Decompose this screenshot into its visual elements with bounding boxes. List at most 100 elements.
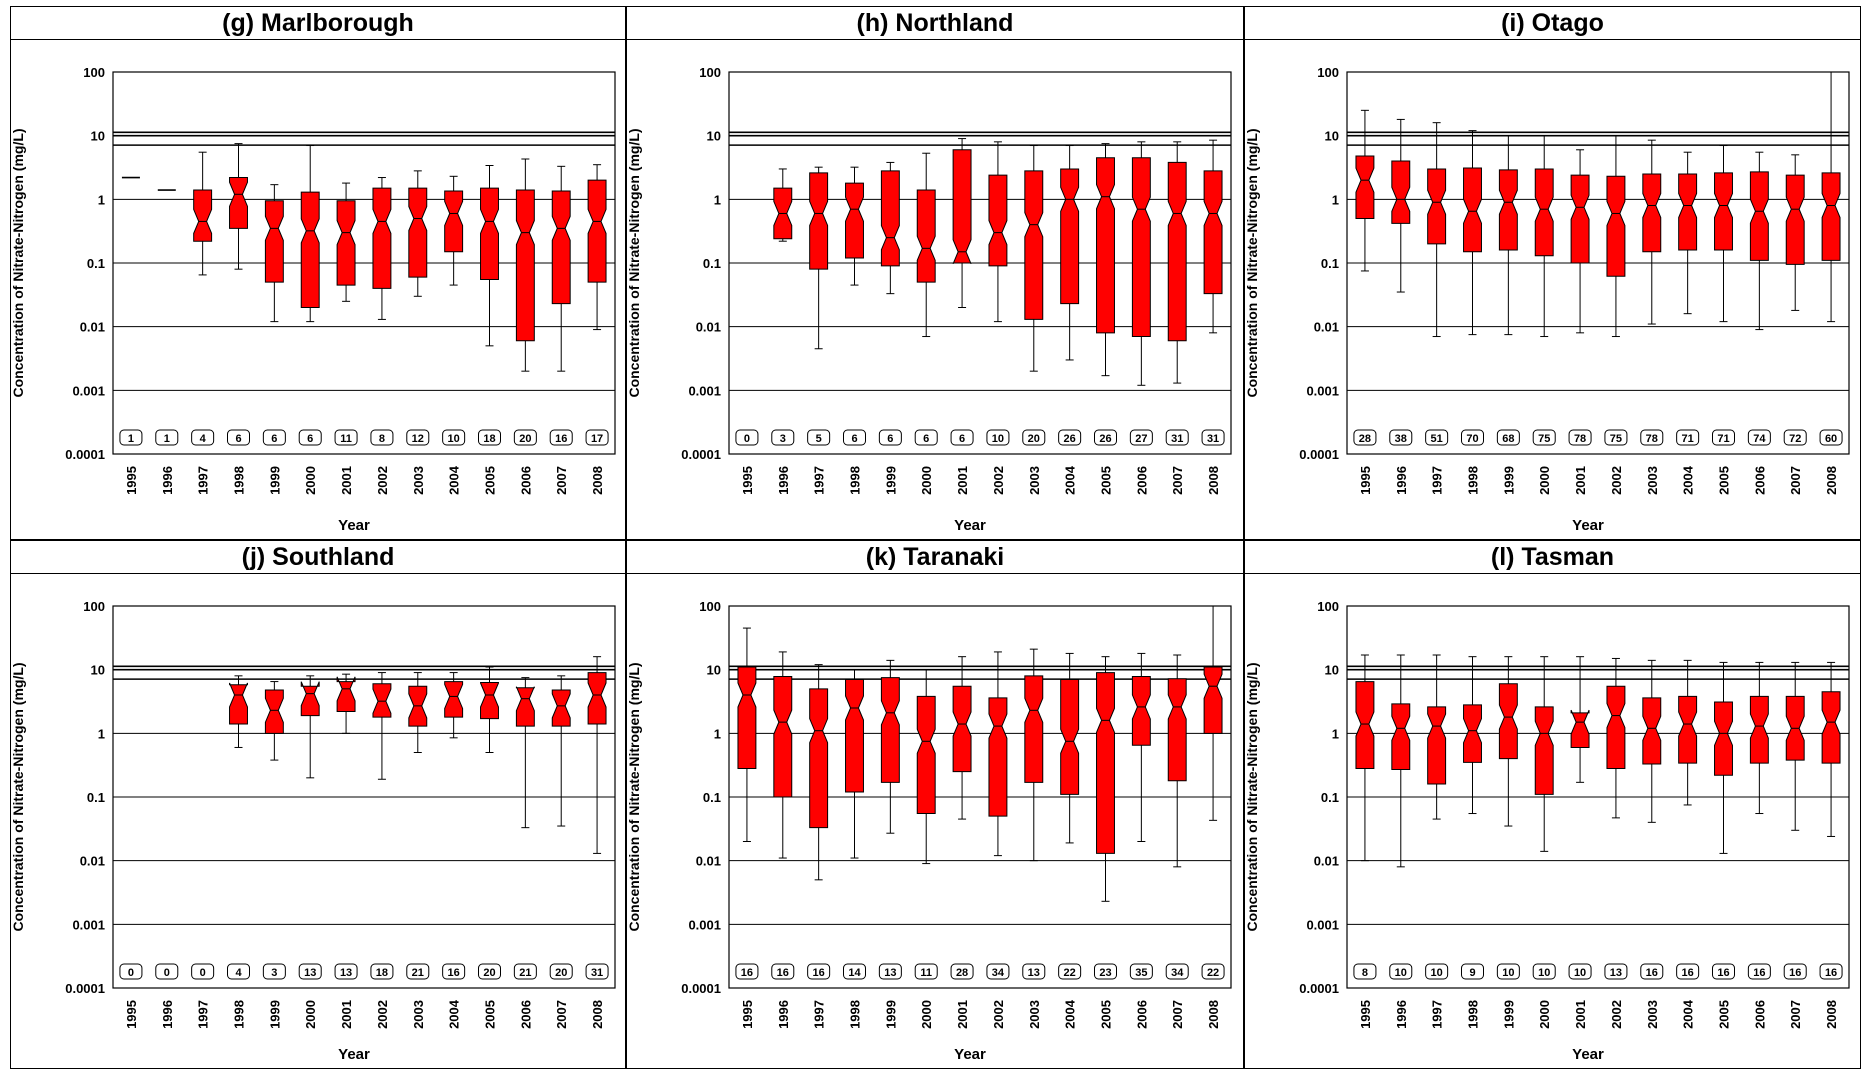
count-label: 3 <box>271 967 277 979</box>
y-tick-label: 0.0001 <box>65 981 105 996</box>
x-tick-label: 1998 <box>848 466 863 495</box>
y-tick-label: 0.001 <box>1306 917 1339 932</box>
count-badge <box>1094 963 1117 980</box>
x-tick-label: 1995 <box>1358 1000 1373 1029</box>
chart-title: (l) Tasman <box>1245 541 1860 574</box>
count-label: 60 <box>1825 433 1837 445</box>
x-tick-label: 2007 <box>554 466 569 495</box>
box <box>1570 174 1590 264</box>
count-badge <box>298 429 322 446</box>
count-label: 28 <box>956 967 968 979</box>
x-tick-label: 2006 <box>518 1000 533 1029</box>
x-tick-label: 2001 <box>1573 1000 1588 1029</box>
box <box>515 686 535 727</box>
count-label: 16 <box>1646 967 1658 979</box>
count-label: 22 <box>1207 967 1219 979</box>
x-tick-label: 2002 <box>991 466 1006 495</box>
box <box>1355 681 1375 770</box>
x-tick-label: 1995 <box>124 1000 139 1029</box>
count-label: 10 <box>1395 967 1407 979</box>
count-label: 16 <box>555 433 567 445</box>
box <box>480 681 499 720</box>
count-badge <box>735 963 759 980</box>
x-tick-label: 1995 <box>124 466 139 495</box>
box <box>1821 691 1841 764</box>
count-badge <box>1604 963 1628 980</box>
x-tick-label: 1997 <box>812 466 827 495</box>
chart-svg: 100 10 1 0.1 0.01 0.001 0.0001 0 1995 3 1996 5 1997 6… <box>627 65 1232 534</box>
box <box>916 695 936 815</box>
x-tick-label: 2008 <box>590 466 605 495</box>
count-label: 6 <box>271 433 277 445</box>
count-label: 13 <box>884 967 896 979</box>
box <box>1749 171 1769 261</box>
x-tick-label: 2004 <box>1063 999 1078 1029</box>
y-tick-label: 1 <box>1332 726 1339 741</box>
count-badge <box>1712 963 1735 980</box>
count-badge <box>1532 429 1556 446</box>
box <box>1714 701 1733 776</box>
y-tick-label: 100 <box>699 599 721 614</box>
count-badge <box>549 963 573 980</box>
x-tick-label: 2006 <box>518 466 533 495</box>
count-badge <box>1747 963 1771 980</box>
x-tick-label: 1999 <box>883 466 898 495</box>
y-axis-label: Concentration of Nitrate-Nitrogen (mg/L) <box>627 128 642 397</box>
x-tick-label: 2006 <box>1752 1000 1767 1029</box>
box <box>336 676 356 713</box>
chart-svg: 100 10 1 0.1 0.01 0.001 0.0001 28 1995 38 1996 51 19… <box>1245 65 1850 534</box>
x-tick-label: 1996 <box>776 1000 791 1029</box>
x-tick-label: 2004 <box>1063 465 1078 495</box>
box <box>300 191 320 309</box>
count-badge <box>1676 963 1700 980</box>
y-tick-label: 0.01 <box>696 320 721 335</box>
count-badge <box>370 963 394 980</box>
y-tick-label: 0.0001 <box>65 447 105 462</box>
chart-panel: (l) Tasman 100 10 1 0.1 0.01 0.001 0.0001 8 1995 1… <box>1244 540 1861 1069</box>
x-tick-label: 2002 <box>991 1000 1006 1029</box>
box <box>1203 170 1223 295</box>
x-tick-label: 2006 <box>1752 466 1767 495</box>
chart-svg: 100 10 1 0.1 0.01 0.001 0.0001 8 1995 10 1996 10 199… <box>1245 599 1850 1063</box>
count-badge <box>478 963 501 980</box>
count-badge <box>843 429 866 446</box>
count-badge <box>549 429 573 446</box>
count-label: 5 <box>816 433 822 445</box>
count-label: 4 <box>200 433 207 445</box>
box <box>1427 706 1447 785</box>
count-label: 31 <box>591 967 603 979</box>
count-badge <box>1783 963 1807 980</box>
count-label: 11 <box>920 967 932 979</box>
x-tick-label: 1998 <box>1466 1000 1481 1029</box>
count-badge <box>1353 429 1377 446</box>
count-badge <box>1747 429 1771 446</box>
count-badge <box>1129 963 1153 980</box>
x-axis-label: Year <box>338 1046 370 1063</box>
count-badge <box>262 963 286 980</box>
x-tick-label: 2006 <box>1134 466 1149 495</box>
x-tick-label: 2002 <box>1609 466 1624 495</box>
y-tick-label: 0.0001 <box>1299 981 1339 996</box>
box <box>880 677 900 783</box>
y-tick-label: 100 <box>83 65 105 80</box>
box <box>1167 161 1187 342</box>
count-badge <box>370 429 394 446</box>
box <box>1606 175 1626 277</box>
box <box>1534 168 1554 257</box>
x-axis-label: Year <box>1572 517 1604 534</box>
count-label: 13 <box>340 967 352 979</box>
count-label: 10 <box>1538 967 1550 979</box>
count-label: 8 <box>1362 967 1368 979</box>
x-tick-label: 2008 <box>1206 466 1221 495</box>
count-label: 13 <box>1028 967 1040 979</box>
y-tick-label: 0.1 <box>87 256 105 271</box>
plot-frame <box>728 605 1232 989</box>
y-tick-label: 10 <box>91 129 105 144</box>
count-label: 1 <box>128 433 134 445</box>
box <box>1427 168 1447 245</box>
box <box>1131 157 1151 338</box>
count-label: 16 <box>1682 967 1694 979</box>
count-label: 20 <box>483 967 495 979</box>
x-tick-label: 1996 <box>1394 1000 1409 1029</box>
count-badge <box>1425 429 1449 446</box>
